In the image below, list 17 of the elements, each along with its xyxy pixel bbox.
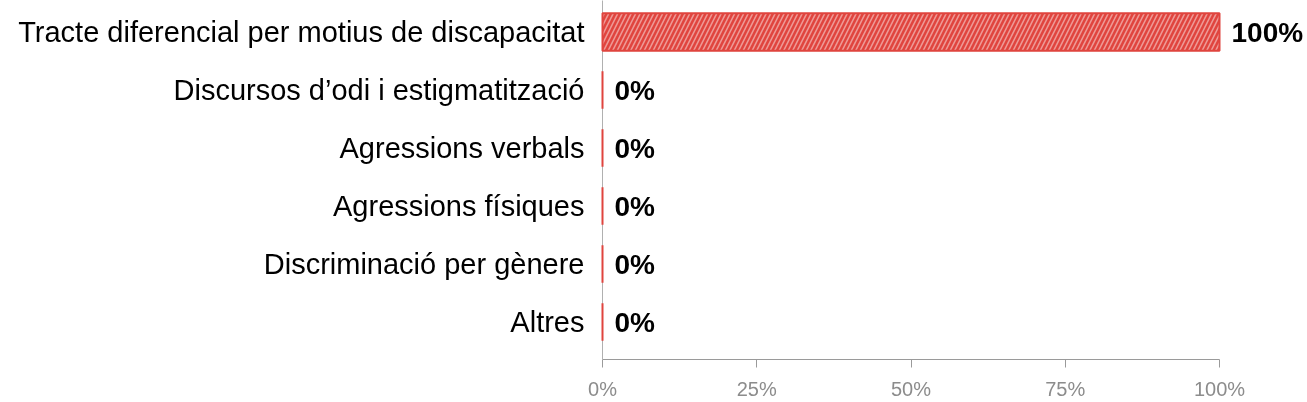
x-tick-label: 0% <box>588 377 618 400</box>
x-tick-label: 50% <box>890 377 932 400</box>
data-label: 0% <box>614 248 656 280</box>
y-tick-label: Discriminació per gènere <box>263 248 585 281</box>
x-tick-label: 100% <box>1193 377 1246 400</box>
y-tick-label: Agressions físiques <box>333 190 585 223</box>
data-label: 0% <box>614 132 656 164</box>
x-tick-label: 25% <box>736 377 777 400</box>
data-label: 0% <box>614 74 656 106</box>
y-tick-label: Tracte diferencial per motius de discapacitat <box>18 16 585 49</box>
x-tick-label: 75% <box>1045 377 1086 400</box>
y-tick-label: Discursos d’odi i estigmatització <box>173 74 585 107</box>
y-tick-label: Altres <box>510 306 585 339</box>
data-label: 0% <box>614 190 656 222</box>
data-label: 100% <box>1231 16 1304 48</box>
y-tick-label: Agressions verbals <box>339 132 585 165</box>
data-label: 0% <box>614 306 656 338</box>
